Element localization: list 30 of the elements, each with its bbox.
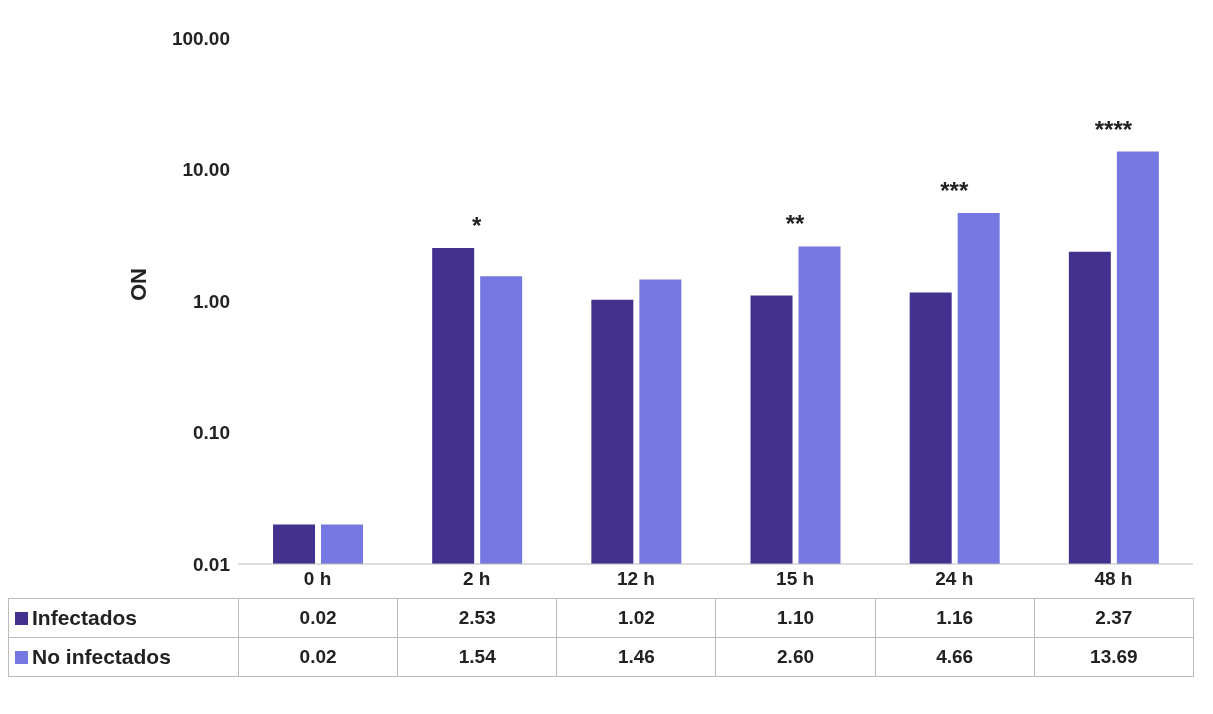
x-tick-label: 24 h — [935, 568, 974, 590]
annotation: * — [472, 211, 483, 239]
y-axis-title: ON — [125, 268, 151, 301]
x-tick-label: 12 h — [616, 568, 655, 590]
annotation: *** — [940, 177, 969, 205]
data-label: 13.69 — [1034, 637, 1194, 677]
data-label: 1.46 — [556, 637, 716, 677]
data-label: 0.02 — [238, 598, 398, 638]
legend-label: Infectados — [8, 598, 239, 638]
data-label: 0.02 — [238, 637, 398, 677]
data-label: 2.37 — [1034, 598, 1194, 638]
data-label: 1.10 — [715, 598, 876, 638]
x-tick-label: 0 h — [303, 568, 332, 590]
x-tick-label: 48 h — [1094, 568, 1133, 590]
annotation: **** — [1094, 115, 1133, 143]
x-tick-label: 2 h — [463, 568, 491, 590]
y-tick-label: 1.00 — [193, 290, 230, 312]
y-tick-label: 100.00 — [171, 27, 230, 49]
data-label: 1.02 — [556, 598, 716, 638]
y-tick-label: 0.01 — [193, 553, 231, 575]
data-label: 2.60 — [715, 637, 876, 677]
data-label: 1.16 — [875, 598, 1035, 638]
x-tick-label: 15 h — [776, 568, 815, 590]
annotation: ** — [785, 210, 806, 238]
legend-label: No infectados — [8, 637, 239, 677]
data-label: 1.54 — [397, 637, 557, 677]
y-tick-label: 10.00 — [182, 159, 230, 181]
data-label: 4.66 — [875, 637, 1035, 677]
y-tick-label: 0.10 — [193, 422, 230, 444]
data-label: 2.53 — [397, 598, 557, 638]
